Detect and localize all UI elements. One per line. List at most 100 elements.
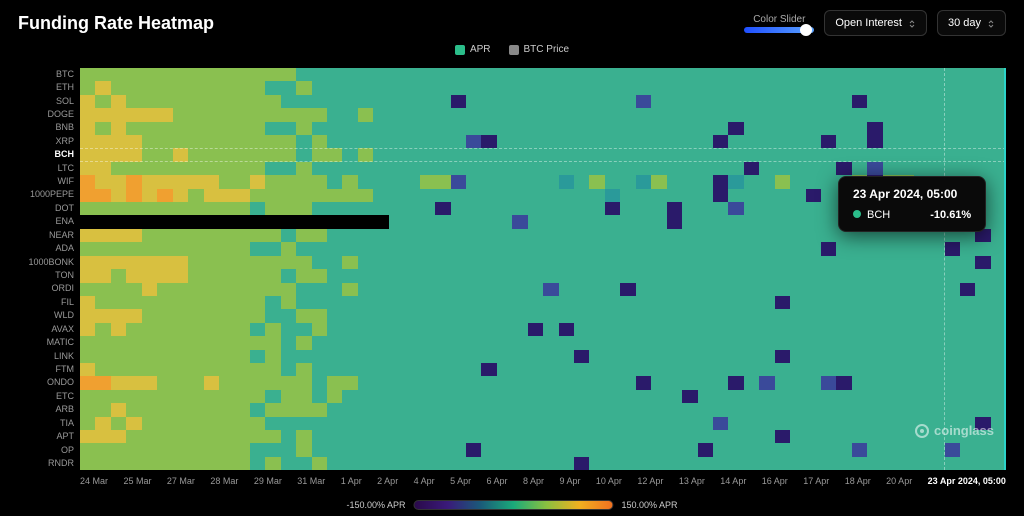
heatmap-cell[interactable] [466, 296, 481, 309]
heatmap-cell[interactable] [80, 350, 95, 363]
heatmap-cell[interactable] [759, 108, 774, 121]
heatmap-cell[interactable] [559, 403, 574, 416]
heatmap-cell[interactable] [420, 148, 435, 161]
heatmap-cell[interactable] [867, 122, 882, 135]
heatmap-cell[interactable] [512, 95, 527, 108]
heatmap-cell[interactable] [188, 215, 203, 228]
heatmap-cell[interactable] [281, 430, 296, 443]
heatmap-cell[interactable] [543, 95, 558, 108]
heatmap-cell[interactable] [667, 376, 682, 389]
heatmap-cell[interactable] [574, 376, 589, 389]
heatmap-cell[interactable] [914, 363, 929, 376]
heatmap-cell[interactable] [806, 215, 821, 228]
heatmap-cell[interactable] [620, 269, 635, 282]
heatmap-cell[interactable] [281, 229, 296, 242]
heatmap-cell[interactable] [250, 363, 265, 376]
heatmap-cell[interactable] [435, 336, 450, 349]
heatmap-cell[interactable] [636, 336, 651, 349]
heatmap-cell[interactable] [898, 443, 913, 456]
heatmap-cell[interactable] [265, 283, 280, 296]
heatmap-cell[interactable] [559, 122, 574, 135]
heatmap-cell[interactable] [219, 417, 234, 430]
heatmap-cell[interactable] [651, 336, 666, 349]
heatmap-cell[interactable] [512, 162, 527, 175]
heatmap-cell[interactable] [620, 430, 635, 443]
heatmap-cell[interactable] [543, 68, 558, 81]
heatmap-cell[interactable] [867, 336, 882, 349]
heatmap-cell[interactable] [281, 363, 296, 376]
heatmap-cell[interactable] [605, 81, 620, 94]
heatmap-cell[interactable] [111, 135, 126, 148]
heatmap-cell[interactable] [728, 363, 743, 376]
heatmap-cell[interactable] [435, 283, 450, 296]
heatmap-cell[interactable] [883, 390, 898, 403]
heatmap-cell[interactable] [682, 457, 697, 470]
heatmap-cell[interactable] [126, 108, 141, 121]
heatmap-cell[interactable] [960, 162, 975, 175]
heatmap-cell[interactable] [806, 443, 821, 456]
heatmap-cell[interactable] [173, 175, 188, 188]
heatmap-cell[interactable] [204, 457, 219, 470]
heatmap-cell[interactable] [327, 175, 342, 188]
heatmap-cell[interactable] [574, 336, 589, 349]
heatmap-cell[interactable] [559, 162, 574, 175]
heatmap-cell[interactable] [420, 162, 435, 175]
heatmap-cell[interactable] [559, 336, 574, 349]
heatmap-cell[interactable] [821, 122, 836, 135]
heatmap-cell[interactable] [204, 296, 219, 309]
heatmap-cell[interactable] [636, 417, 651, 430]
heatmap-cell[interactable] [373, 390, 388, 403]
heatmap-cell[interactable] [250, 135, 265, 148]
heatmap-cell[interactable] [512, 430, 527, 443]
heatmap-cell[interactable] [821, 363, 836, 376]
heatmap-cell[interactable] [389, 215, 404, 228]
heatmap-cell[interactable] [898, 350, 913, 363]
heatmap-cell[interactable] [234, 457, 249, 470]
heatmap-cell[interactable] [867, 417, 882, 430]
heatmap-cell[interactable] [95, 68, 110, 81]
heatmap-cell[interactable] [342, 108, 357, 121]
heatmap-cell[interactable] [821, 403, 836, 416]
heatmap-cell[interactable] [883, 242, 898, 255]
heatmap-cell[interactable] [234, 336, 249, 349]
heatmap-cell[interactable] [605, 189, 620, 202]
heatmap-cell[interactable] [898, 417, 913, 430]
heatmap-cell[interactable] [358, 390, 373, 403]
heatmap-cell[interactable] [883, 283, 898, 296]
heatmap-cell[interactable] [945, 363, 960, 376]
heatmap-cell[interactable] [728, 202, 743, 215]
heatmap-cell[interactable] [867, 95, 882, 108]
heatmap-cell[interactable] [667, 309, 682, 322]
heatmap-cell[interactable] [173, 363, 188, 376]
heatmap-cell[interactable] [605, 390, 620, 403]
heatmap-cell[interactable] [142, 175, 157, 188]
heatmap-cell[interactable] [559, 457, 574, 470]
heatmap-cell[interactable] [867, 135, 882, 148]
heatmap-cell[interactable] [559, 363, 574, 376]
heatmap-cell[interactable] [126, 215, 141, 228]
heatmap-cell[interactable] [512, 269, 527, 282]
heatmap-cell[interactable] [204, 202, 219, 215]
heatmap-cell[interactable] [605, 376, 620, 389]
heatmap-cell[interactable] [481, 403, 496, 416]
heatmap-cell[interactable] [620, 443, 635, 456]
heatmap-cell[interactable] [605, 336, 620, 349]
heatmap-cell[interactable] [806, 189, 821, 202]
heatmap-cell[interactable] [250, 457, 265, 470]
heatmap-cell[interactable] [219, 95, 234, 108]
heatmap-cell[interactable] [975, 336, 990, 349]
heatmap-cell[interactable] [960, 269, 975, 282]
heatmap-cell[interactable] [342, 189, 357, 202]
heatmap-cell[interactable] [682, 95, 697, 108]
heatmap-cell[interactable] [806, 81, 821, 94]
heatmap-cell[interactable] [759, 390, 774, 403]
heatmap-cell[interactable] [589, 269, 604, 282]
heatmap-cell[interactable] [836, 457, 851, 470]
heatmap-cell[interactable] [234, 175, 249, 188]
heatmap-cell[interactable] [620, 229, 635, 242]
heatmap-cell[interactable] [234, 256, 249, 269]
heatmap-cell[interactable] [852, 242, 867, 255]
heatmap-cell[interactable] [636, 350, 651, 363]
heatmap-cell[interactable] [451, 242, 466, 255]
heatmap-cell[interactable] [497, 256, 512, 269]
